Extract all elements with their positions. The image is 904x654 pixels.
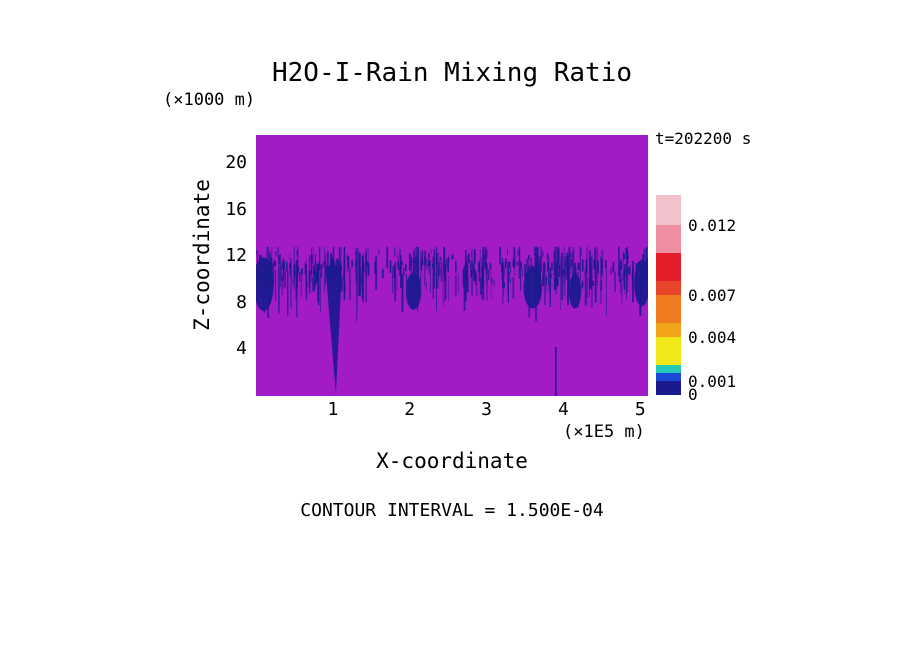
x-tick-label: 5 <box>634 399 646 420</box>
colorbar-label: 0.012 <box>688 216 737 235</box>
colorbar-label: 0.001 <box>688 372 737 391</box>
colorbar-segment <box>656 365 681 373</box>
x-tick-label: 1 <box>327 399 339 420</box>
colorbar-segment <box>656 373 681 381</box>
colorbar-label: 0.004 <box>688 328 737 347</box>
colorbar-segment <box>656 381 681 395</box>
colorbar-segment <box>656 195 681 225</box>
x-tick-label: 4 <box>558 399 569 420</box>
x-axis-unit-label: (×1E5 m) <box>563 422 645 442</box>
colorbar-label: 0 <box>688 385 698 404</box>
colorbar-segment <box>656 323 681 337</box>
y-tick-label: 16 <box>225 198 247 220</box>
colorbar-segment <box>656 281 681 295</box>
colorbar-segment <box>656 225 681 253</box>
y-tick-label: 12 <box>225 245 247 267</box>
heatmap-field <box>256 135 648 396</box>
chart-title: H2O-I-Rain Mixing Ratio <box>271 58 633 88</box>
colorbar <box>656 195 681 395</box>
x-tick-label: 3 <box>481 399 492 420</box>
y-tick-label: 4 <box>236 338 247 360</box>
y-tick-label: 8 <box>236 291 247 313</box>
contour-interval-label: CONTOUR INTERVAL = 1.500E-04 <box>300 500 604 521</box>
x-tick-label: 2 <box>404 399 416 420</box>
y-tick-label: 20 <box>225 151 247 173</box>
x-axis-title: X-coordinate <box>376 449 528 473</box>
colorbar-segment <box>656 295 681 323</box>
y-axis-unit-label: (×1000 m) <box>163 90 256 110</box>
colorbar-segment <box>656 337 681 365</box>
timestamp-label: t=202200 s <box>655 129 752 148</box>
colorbar-label: 0.007 <box>688 286 737 305</box>
colorbar-segment <box>656 253 681 281</box>
